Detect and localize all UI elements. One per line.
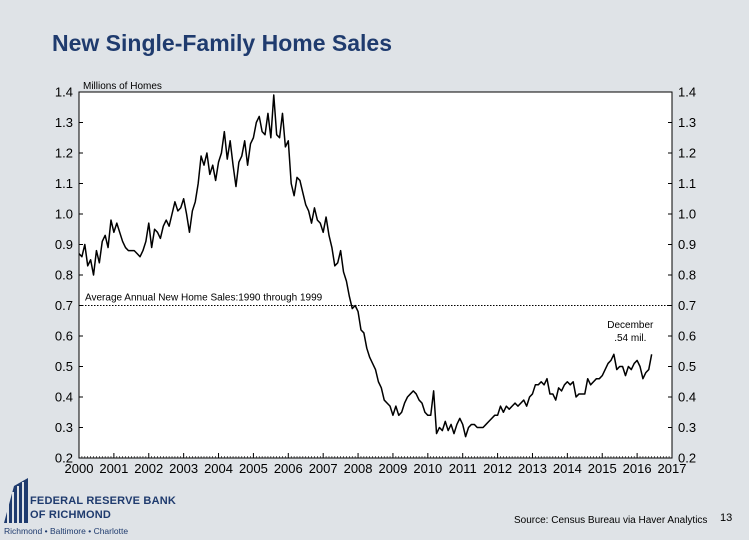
x-tick-label-11: 2011 xyxy=(449,461,477,476)
x-tick-label-8: 2008 xyxy=(344,461,373,476)
x-tick-label-9: 2009 xyxy=(378,461,407,476)
y-tick-label-right-7: 0.9 xyxy=(678,237,696,252)
page-number: 13 xyxy=(720,512,733,524)
x-tick-label-16: 2016 xyxy=(623,461,652,476)
y-tick-label-right-1: 0.3 xyxy=(678,420,696,435)
reference-line-label: Average Annual New Home Sales:1990 throu… xyxy=(85,293,323,304)
x-tick-label-5: 2005 xyxy=(239,461,268,476)
x-tick-label-3: 2003 xyxy=(169,461,198,476)
x-tick-label-6: 2006 xyxy=(274,461,303,476)
y-tick-label-left-2: 0.4 xyxy=(55,390,73,405)
logo-line2: OF RICHMOND xyxy=(30,509,112,521)
logo-subtitle: Richmond • Baltimore • Charlotte xyxy=(4,526,129,536)
y-tick-label-right-11: 1.3 xyxy=(678,115,696,130)
y-tick-label-right-2: 0.4 xyxy=(678,390,696,405)
y-tick-label-left-3: 0.5 xyxy=(55,359,73,374)
y-tick-label-right-6: 0.8 xyxy=(678,268,696,283)
y-tick-label-right-4: 0.6 xyxy=(678,329,696,344)
slide-title: New Single-Family Home Sales xyxy=(52,30,393,56)
source-note: Source: Census Bureau via Haver Analytic… xyxy=(514,515,708,526)
y-tick-label-right-8: 1.0 xyxy=(678,207,696,222)
x-tick-label-17: 2017 xyxy=(658,461,687,476)
plot-area xyxy=(78,91,673,459)
y-tick-label-left-7: 0.9 xyxy=(55,237,73,252)
y-tick-label-left-8: 1.0 xyxy=(55,207,73,222)
x-tick-label-12: 2012 xyxy=(483,461,512,476)
x-tick-label-15: 2015 xyxy=(588,461,617,476)
series-line-0 xyxy=(78,94,653,438)
axis-ticks: 0.2 0.2 0.3 0.3 0.4 0.4 0.5 0.5 0.6 0.6 0.7 0.7 0.8 0… xyxy=(55,85,696,477)
y-tick-label-right-12: 1.4 xyxy=(678,85,696,100)
y-tick-label-right-5: 0.7 xyxy=(678,298,696,313)
y-tick-label-right-9: 1.1 xyxy=(678,176,696,191)
y-tick-label-left-12: 1.4 xyxy=(55,85,73,100)
y-tick-label-left-0: 0.2 xyxy=(55,451,73,466)
y-tick-label-left-9: 1.1 xyxy=(55,176,73,191)
x-tick-label-4: 2004 xyxy=(204,461,233,476)
y-tick-label-left-6: 0.8 xyxy=(55,268,73,283)
x-tick-label-14: 2014 xyxy=(553,461,582,476)
y-tick-label-left-4: 0.6 xyxy=(55,329,73,344)
annotation-month: December xyxy=(607,320,654,331)
y-tick-label-left-11: 1.3 xyxy=(55,115,73,130)
series-group xyxy=(78,94,653,438)
annotation-value: .54 mil. xyxy=(614,333,646,344)
y-tick-label-left-5: 0.7 xyxy=(55,298,73,313)
y-axis-label: Millions of Homes xyxy=(83,81,162,92)
x-tick-label-1: 2001 xyxy=(99,461,128,476)
x-tick-label-0: 2000 xyxy=(65,461,94,476)
x-tick-label-7: 2007 xyxy=(309,461,338,476)
x-tick-label-10: 2010 xyxy=(413,461,442,476)
federal-reserve-logo-icon xyxy=(4,478,28,523)
x-tick-label-13: 2013 xyxy=(518,461,547,476)
y-tick-label-left-1: 0.3 xyxy=(55,420,73,435)
x-tick-label-2: 2002 xyxy=(134,461,163,476)
y-tick-label-right-3: 0.5 xyxy=(678,359,696,374)
y-tick-label-left-10: 1.2 xyxy=(55,146,73,161)
y-tick-label-right-0: 0.2 xyxy=(678,451,696,466)
y-tick-label-right-10: 1.2 xyxy=(678,146,696,161)
logo-line1: FEDERAL RESERVE BANK xyxy=(30,495,177,507)
